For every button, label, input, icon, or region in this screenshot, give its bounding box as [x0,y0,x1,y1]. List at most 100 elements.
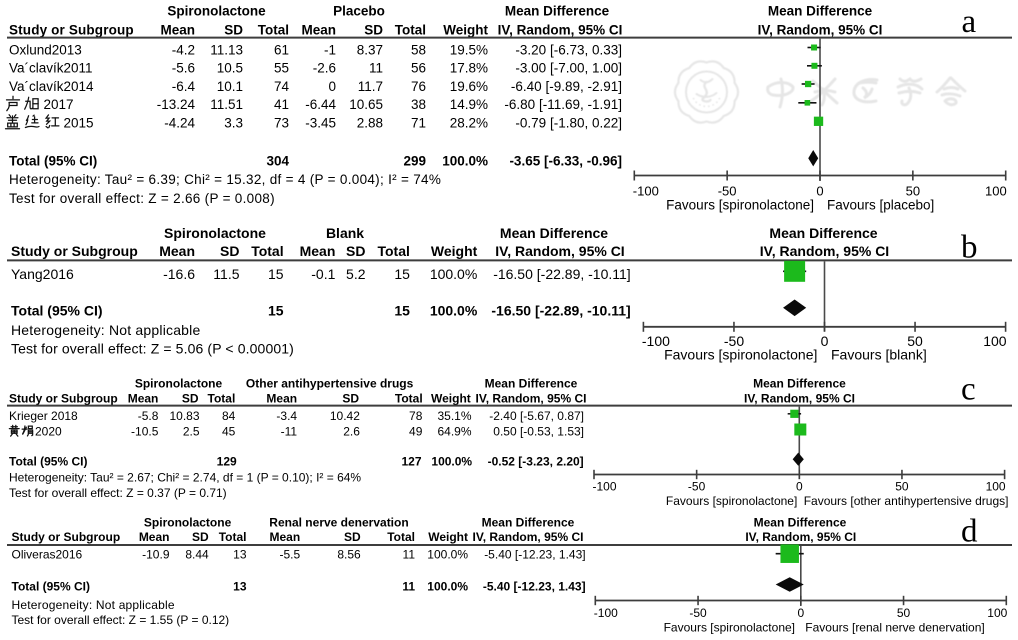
svg-text:Study or Subgroup: Study or Subgroup [11,243,138,259]
svg-text:-4.24: -4.24 [164,115,195,130]
svg-text:Total: Total [395,22,426,37]
svg-text:2015: 2015 [64,115,94,130]
svg-text:-6.4: -6.4 [172,79,196,94]
svg-text:2.5: 2.5 [183,424,200,438]
svg-text:Total: Total [251,243,283,259]
svg-text:78: 78 [409,409,423,423]
svg-text:-100: -100 [642,333,670,349]
svg-text:55: 55 [274,61,289,76]
svg-text:-1: -1 [324,43,336,58]
svg-text:19.6%: 19.6% [450,79,488,94]
svg-text:-2.6: -2.6 [313,61,336,76]
svg-text:-2.40 [-5.67, 0.87]: -2.40 [-5.67, 0.87] [489,409,584,423]
svg-text:11: 11 [402,580,415,594]
svg-text:2.88: 2.88 [357,115,383,130]
svg-text:Mean Difference: Mean Difference [753,376,846,390]
svg-text:SD: SD [192,530,209,544]
svg-text:100.0%: 100.0% [430,266,477,282]
svg-text:15: 15 [268,266,284,282]
svg-text:Weight: Weight [428,530,468,544]
svg-text:11.5: 11.5 [213,266,239,282]
svg-text:-0.1: -0.1 [311,266,335,282]
svg-text:-100: -100 [593,480,617,494]
svg-text:Va´clavík2011: Va´clavík2011 [9,61,93,76]
svg-text:-50: -50 [718,184,737,199]
svg-text:50: 50 [907,333,923,349]
svg-text:SD: SD [182,392,199,406]
svg-text:Mean Difference: Mean Difference [754,516,847,530]
svg-text:-50: -50 [689,606,707,620]
svg-text:8.56: 8.56 [337,548,361,562]
svg-text:IV, Random, 95% CI: IV, Random, 95% CI [473,530,584,544]
svg-text:49: 49 [409,424,423,438]
svg-text:74: 74 [274,79,290,94]
svg-text:0.50 [-0.53, 1.53]: 0.50 [-0.53, 1.53] [493,424,584,438]
svg-text:56: 56 [411,61,426,76]
svg-text:-3.65 [-6.33, -0.96]: -3.65 [-6.33, -0.96] [509,153,622,168]
svg-text:Total: Total [387,530,415,544]
svg-text:15: 15 [394,266,410,282]
svg-text:-3.20 [-6.73, 0.33]: -3.20 [-6.73, 0.33] [515,43,622,58]
svg-text:Favours [spironolactone]: Favours [spironolactone] [666,198,814,213]
svg-text:11.7: 11.7 [358,79,383,94]
svg-text:Spironolactone: Spironolactone [164,225,266,241]
svg-text:IV, Random, 95% CI: IV, Random, 95% CI [745,530,856,544]
svg-text:-5.5: -5.5 [280,548,301,562]
svg-text:Total (95% CI): Total (95% CI) [9,153,97,168]
svg-text:Mean: Mean [301,22,336,37]
svg-text:58: 58 [411,43,426,58]
svg-text:Heterogeneity: Not applicable: Heterogeneity: Not applicable [12,598,175,612]
svg-text:-5.40 [-12.23, 1.43]: -5.40 [-12.23, 1.43] [483,580,586,594]
svg-text:Mean: Mean [128,392,159,406]
svg-text:100: 100 [983,333,1007,349]
svg-text:-10.9: -10.9 [142,548,170,562]
svg-text:Yang2016: Yang2016 [11,266,74,282]
svg-text:10.42: 10.42 [330,409,360,423]
svg-text:-4.2: -4.2 [172,43,195,58]
svg-text:84: 84 [222,409,236,423]
svg-text:-3.4: -3.4 [276,409,297,423]
svg-text:-10.5: -10.5 [131,424,159,438]
svg-text:Weight: Weight [431,392,471,406]
svg-text:-50: -50 [688,480,706,494]
svg-text:50: 50 [897,606,911,620]
svg-text:2020: 2020 [35,424,62,438]
svg-text:Heterogeneity: Tau² = 6.39; Ch: Heterogeneity: Tau² = 6.39; Chi² = 15.32… [9,172,441,187]
svg-text:0: 0 [328,79,336,94]
svg-text:11: 11 [403,548,416,562]
svg-text:10.83: 10.83 [169,409,199,423]
svg-text:15: 15 [394,302,410,318]
svg-text:5.2: 5.2 [346,266,366,282]
svg-text:-16.6: -16.6 [163,266,195,282]
svg-text:Total (95% CI): Total (95% CI) [12,580,90,594]
svg-text:Spironolactone: Spironolactone [167,4,266,19]
svg-text:Weight: Weight [431,243,478,259]
svg-text:17.8%: 17.8% [450,61,488,76]
svg-text:a: a [962,4,977,40]
svg-text:Mean: Mean [160,22,195,37]
svg-text:IV, Random, 95% CI: IV, Random, 95% CI [476,392,587,406]
svg-text:100.0%: 100.0% [430,302,478,318]
svg-text:-6.44: -6.44 [305,97,336,112]
svg-text:41: 41 [274,97,289,112]
svg-text:64.9%: 64.9% [437,424,471,438]
svg-text:Study or Subgroup: Study or Subgroup [9,392,118,406]
svg-text:Favours [other antihypertensiv: Favours [other antihypertensive drugs] [804,494,1009,508]
svg-text:-3.00 [-7.00, 1.00]: -3.00 [-7.00, 1.00] [515,61,622,76]
svg-text:61: 61 [274,43,289,58]
svg-text:Favours [renal nerve denervati: Favours [renal nerve denervation] [805,621,984,635]
svg-text:Blank: Blank [326,225,364,241]
svg-text:0: 0 [816,184,823,199]
svg-text:100.0%: 100.0% [427,548,468,562]
svg-text:2017: 2017 [44,97,74,112]
svg-text:13: 13 [233,548,247,562]
svg-text:19.5%: 19.5% [450,43,488,58]
svg-text:304: 304 [266,153,289,168]
svg-text:10.5: 10.5 [217,61,243,76]
svg-text:8.37: 8.37 [357,43,383,58]
svg-text:c: c [961,371,976,407]
svg-text:14.9%: 14.9% [450,97,488,112]
svg-text:Spironolactone: Spironolactone [135,376,223,390]
svg-text:IV, Random, 95% CI: IV, Random, 95% CI [744,392,855,406]
svg-text:0: 0 [797,606,804,620]
